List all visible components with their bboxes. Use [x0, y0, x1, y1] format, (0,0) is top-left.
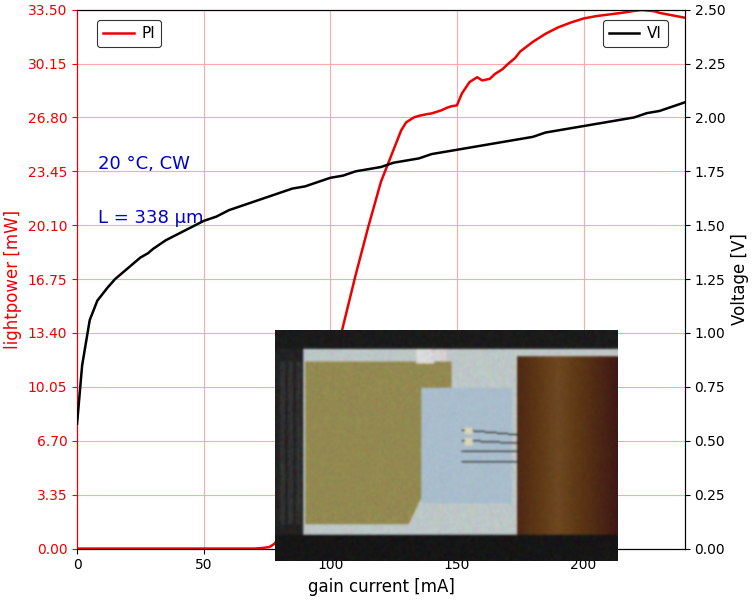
PI: [389, 146, 398, 153]
PI: [72, 545, 81, 552]
VI: [680, 99, 689, 106]
PI: [503, 61, 512, 68]
PI: [637, 7, 646, 14]
PI: [85, 545, 94, 552]
VI: [111, 275, 120, 283]
VI: [136, 254, 145, 261]
Line: PI: PI: [77, 10, 684, 548]
Line: VI: VI: [77, 103, 684, 424]
VI: [72, 420, 81, 427]
PI: [680, 14, 689, 22]
VI: [161, 237, 170, 244]
VI: [605, 118, 614, 125]
VI: [250, 198, 259, 205]
PI: [437, 107, 447, 114]
PI: [650, 8, 659, 15]
Text: L = 338 μm: L = 338 μm: [99, 209, 204, 227]
Legend: PI: PI: [97, 20, 161, 47]
Y-axis label: Voltage [V]: Voltage [V]: [731, 233, 748, 325]
Y-axis label: lightpower [mW]: lightpower [mW]: [5, 209, 22, 349]
PI: [250, 545, 259, 552]
X-axis label: gain current [mA]: gain current [mA]: [307, 578, 454, 596]
VI: [668, 103, 677, 110]
Legend: VI: VI: [602, 20, 668, 47]
Text: 20 °C, CW: 20 °C, CW: [99, 155, 191, 173]
